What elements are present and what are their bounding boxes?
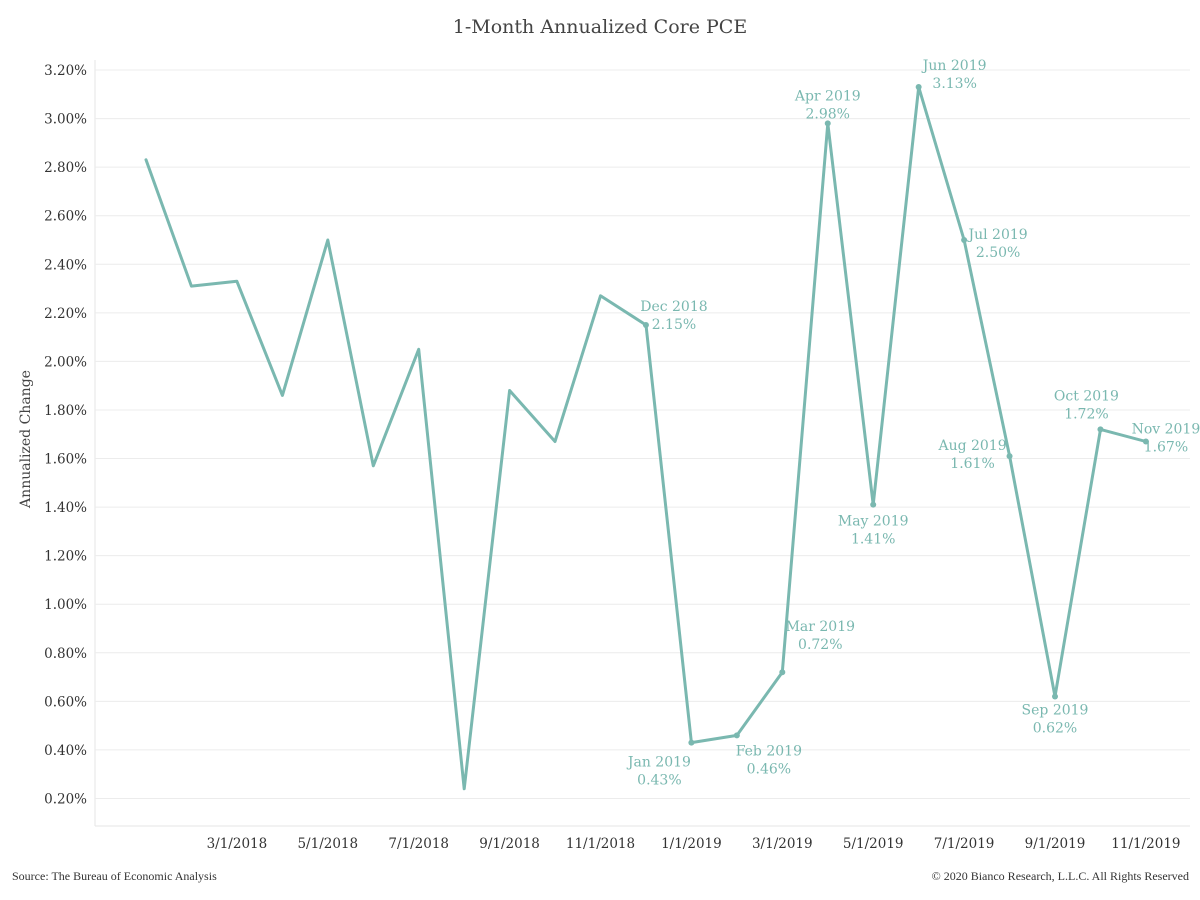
- data-label-value: 2.50%: [976, 245, 1020, 261]
- y-tick-label: 2.60%: [44, 209, 87, 225]
- data-label-date: Sep 2019: [1022, 703, 1089, 719]
- y-tick-label: 3.20%: [44, 63, 87, 79]
- data-label-date: Dec 2018: [640, 299, 707, 315]
- y-tick-label: 1.80%: [44, 403, 87, 419]
- data-point-marker: [779, 669, 786, 676]
- data-label-value: 0.72%: [798, 637, 842, 653]
- data-label: Oct 2019 1.72%: [1054, 388, 1119, 422]
- data-label-date: May 2019: [838, 514, 909, 530]
- y-tick-label: 2.40%: [44, 257, 87, 273]
- data-label-date: Oct 2019: [1054, 388, 1119, 404]
- data-point-marker: [642, 321, 649, 328]
- data-label-value: 1.67%: [1144, 440, 1188, 456]
- data-point-marker: [1097, 426, 1104, 433]
- line-layer: [144, 83, 1149, 791]
- y-tick-label: 1.20%: [44, 549, 87, 565]
- data-label-value: 1.41%: [851, 532, 895, 548]
- data-label-value: 2.15%: [652, 317, 696, 333]
- data-point-marker: [1142, 438, 1149, 445]
- data-label-value: 0.43%: [637, 773, 681, 789]
- annotation-layer: Dec 2018 2.15% Jan 2019 0.43% Feb 2019 0.46% M…: [626, 58, 1200, 789]
- x-tick-label: 11/1/2019: [1111, 836, 1180, 852]
- data-label-date: Apr 2019: [794, 88, 861, 104]
- x-tick-label: 9/1/2018: [479, 836, 540, 852]
- copyright-note: © 2020 Bianco Research, L.L.C. All Right…: [931, 869, 1189, 883]
- y-tick-label: 2.00%: [44, 354, 87, 370]
- data-label: Jul 2019 2.50%: [967, 227, 1028, 261]
- data-label-date: Nov 2019: [1132, 422, 1200, 438]
- data-label-value: 0.62%: [1033, 721, 1077, 737]
- data-label: Feb 2019 0.46%: [736, 743, 802, 777]
- y-tick-label: 1.00%: [44, 597, 87, 613]
- y-tick-label: 3.00%: [44, 112, 87, 128]
- y-tick-label: 0.60%: [44, 694, 87, 710]
- data-label: Apr 2019 2.98%: [794, 88, 861, 122]
- y-tick-label: 0.40%: [44, 743, 87, 759]
- data-label: Mar 2019 0.72%: [786, 619, 855, 653]
- data-point-marker: [1052, 693, 1058, 700]
- data-label-value: 1.61%: [950, 456, 994, 472]
- x-tick-label: 9/1/2019: [1025, 836, 1086, 852]
- grid-layer: [94, 60, 1190, 827]
- data-label-date: Jan 2019: [626, 755, 691, 771]
- data-point-marker: [733, 732, 740, 739]
- source-note: Source: The Bureau of Economic Analysis: [12, 869, 217, 883]
- x-tick-label: 11/1/2018: [566, 836, 635, 852]
- data-label: Jan 2019 0.43%: [626, 755, 691, 789]
- data-label-value: 1.72%: [1064, 406, 1108, 422]
- x-tick-label: 5/1/2019: [843, 836, 904, 852]
- y-axis-label: Annualized Change: [18, 370, 34, 509]
- chart-title: 1-Month Annualized Core PCE: [452, 16, 748, 38]
- data-point-marker: [915, 83, 922, 90]
- data-label-date: Mar 2019: [786, 619, 855, 635]
- data-point-marker: [870, 501, 877, 508]
- x-tick-label: 7/1/2018: [388, 836, 449, 852]
- x-tick-label: 7/1/2019: [934, 836, 995, 852]
- data-label-date: Aug 2019: [937, 438, 1006, 454]
- x-tick-label: 3/1/2019: [752, 836, 813, 852]
- x-tick-label: 5/1/2018: [297, 836, 358, 852]
- data-label: May 2019 1.41%: [838, 514, 909, 548]
- data-label: Sep 2019 0.62%: [1022, 703, 1089, 737]
- x-tick-label: 3/1/2018: [207, 836, 268, 852]
- data-label-value: 2.98%: [806, 106, 850, 122]
- data-point-marker: [961, 236, 968, 243]
- data-label-value: 3.13%: [932, 76, 976, 92]
- data-label-date: Jun 2019: [921, 58, 987, 74]
- y-tick-label: 0.20%: [44, 792, 87, 808]
- axis-layer: 0.20% 0.40% 0.60% 0.80% 1.00% 1.20% 1.40% 1.60%…: [44, 63, 1180, 852]
- y-tick-label: 2.80%: [44, 160, 87, 176]
- data-label-date: Jul 2019: [967, 227, 1028, 243]
- data-point-marker: [824, 120, 831, 127]
- data-point-marker: [1006, 453, 1013, 460]
- data-point-marker: [688, 739, 695, 746]
- data-label: Aug 2019 1.61%: [937, 438, 1006, 472]
- y-tick-label: 2.20%: [44, 306, 87, 322]
- y-tick-label: 0.80%: [44, 646, 87, 662]
- x-tick-label: 1/1/2019: [661, 836, 722, 852]
- y-tick-label: 1.60%: [44, 452, 87, 468]
- data-label: Nov 2019 1.67%: [1132, 422, 1200, 456]
- y-tick-label: 1.40%: [44, 500, 87, 516]
- data-label: Jun 2019 3.13%: [921, 58, 987, 92]
- data-label-value: 0.46%: [747, 761, 791, 777]
- data-label: Dec 2018 2.15%: [640, 299, 707, 333]
- data-label-date: Feb 2019: [736, 743, 802, 759]
